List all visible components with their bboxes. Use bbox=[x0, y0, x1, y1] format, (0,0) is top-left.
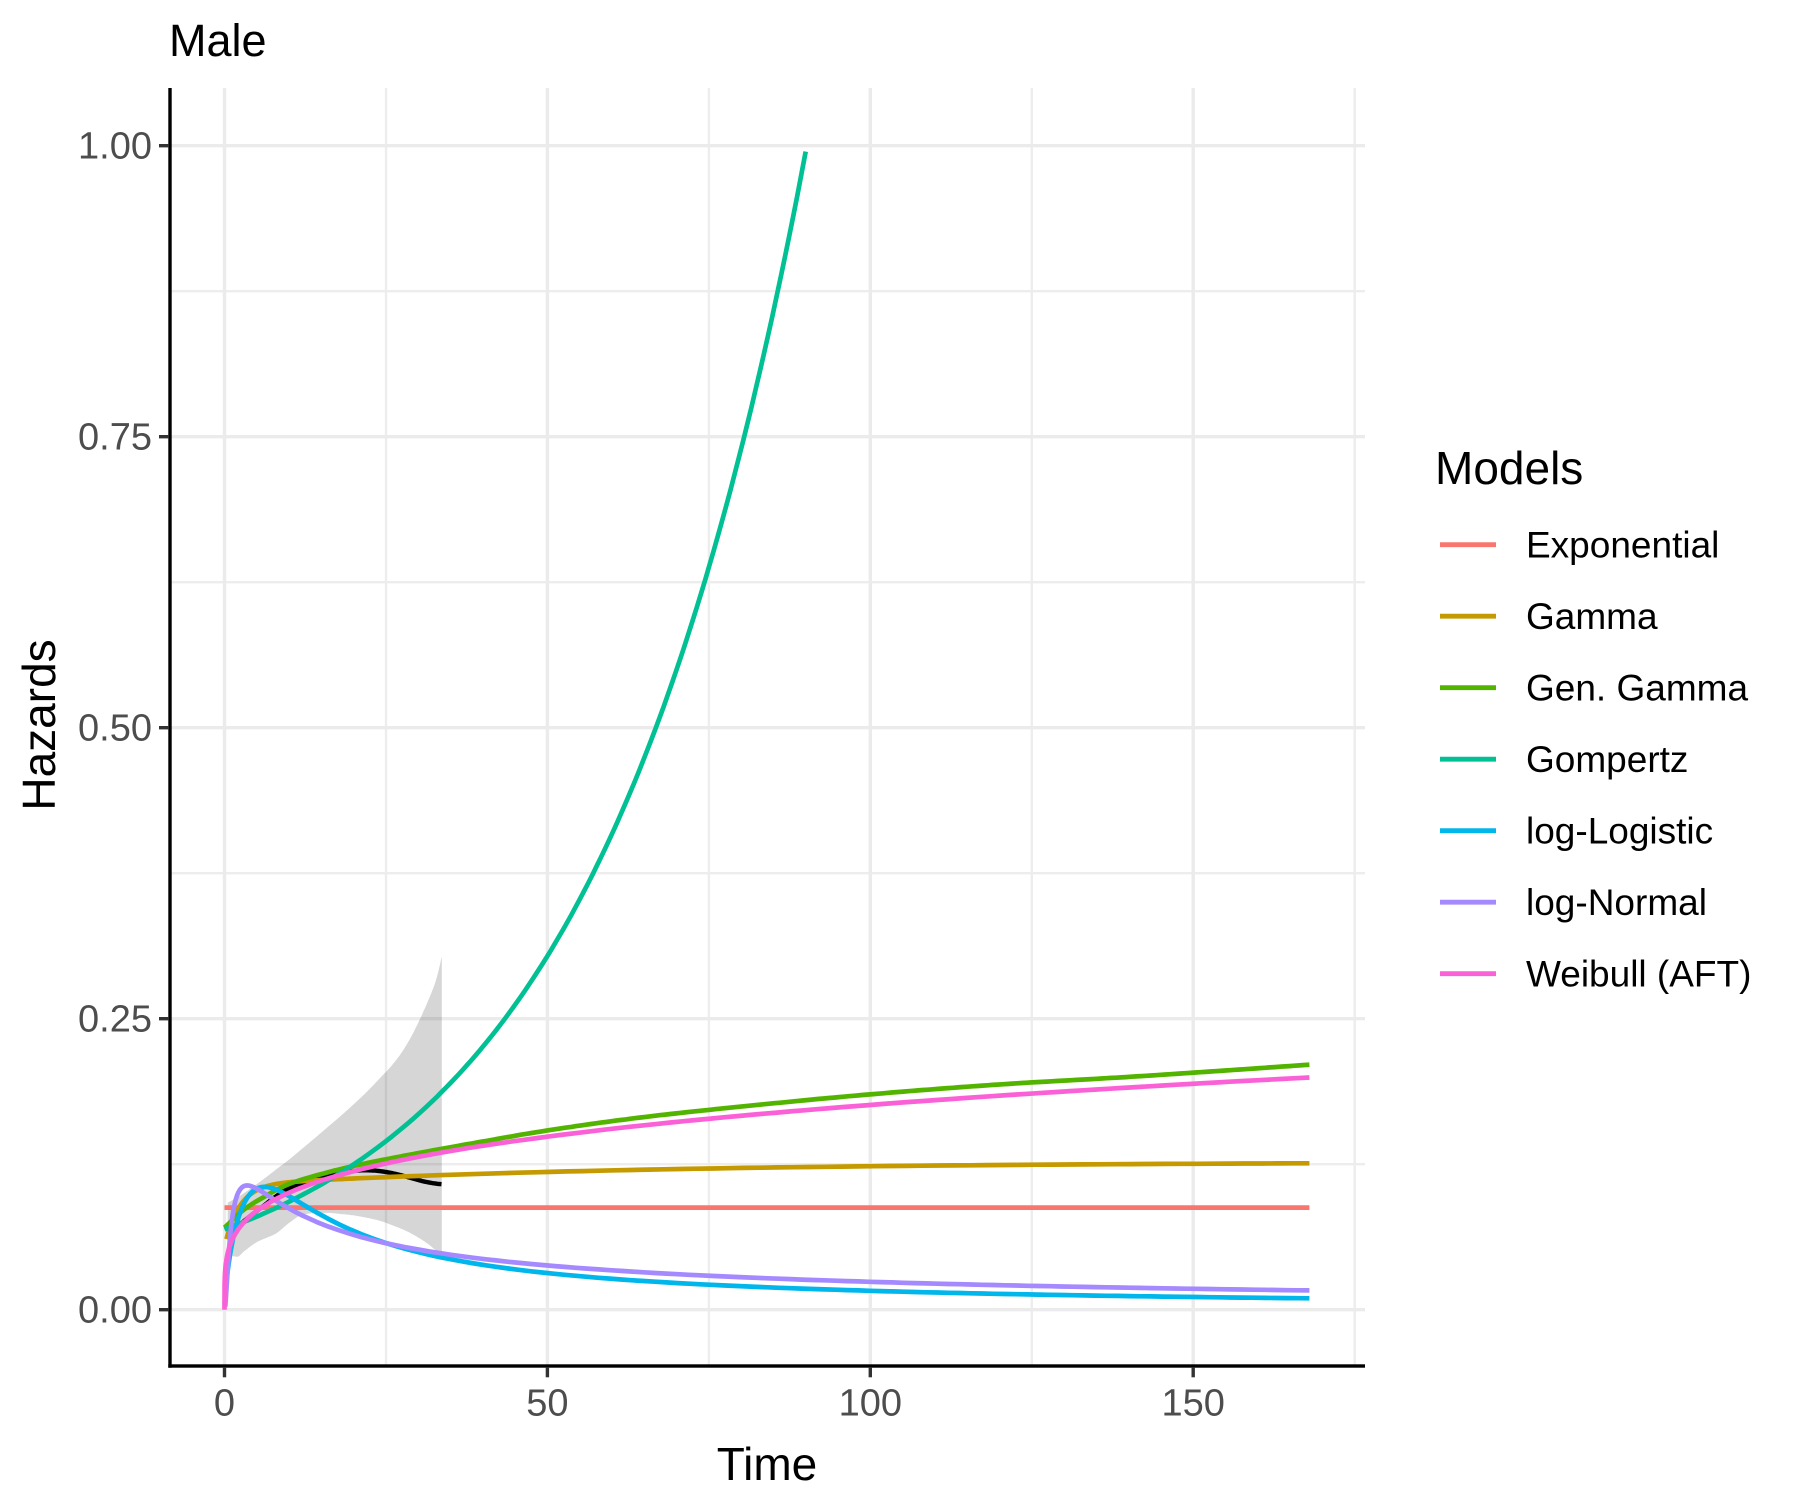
svg-text:1.00: 1.00 bbox=[78, 126, 152, 168]
svg-text:Gompertz: Gompertz bbox=[1526, 739, 1688, 780]
svg-text:0.25: 0.25 bbox=[78, 999, 152, 1041]
svg-text:50: 50 bbox=[526, 1382, 568, 1424]
svg-text:Models: Models bbox=[1435, 442, 1583, 494]
svg-text:Exponential: Exponential bbox=[1526, 524, 1719, 565]
svg-text:100: 100 bbox=[839, 1382, 902, 1424]
svg-text:0.50: 0.50 bbox=[78, 708, 152, 750]
svg-text:0: 0 bbox=[214, 1382, 235, 1424]
svg-text:Weibull (AFT): Weibull (AFT) bbox=[1526, 953, 1751, 994]
svg-text:0.00: 0.00 bbox=[78, 1290, 152, 1332]
svg-text:0.75: 0.75 bbox=[78, 417, 152, 459]
svg-text:Time: Time bbox=[717, 1438, 818, 1490]
svg-text:150: 150 bbox=[1161, 1382, 1224, 1424]
svg-text:Male: Male bbox=[169, 15, 267, 66]
svg-text:Hazards: Hazards bbox=[13, 639, 65, 810]
svg-text:Gen. Gamma: Gen. Gamma bbox=[1526, 667, 1748, 708]
svg-text:Gamma: Gamma bbox=[1526, 596, 1658, 637]
svg-text:log-Normal: log-Normal bbox=[1526, 882, 1707, 923]
svg-text:log-Logistic: log-Logistic bbox=[1526, 810, 1713, 851]
